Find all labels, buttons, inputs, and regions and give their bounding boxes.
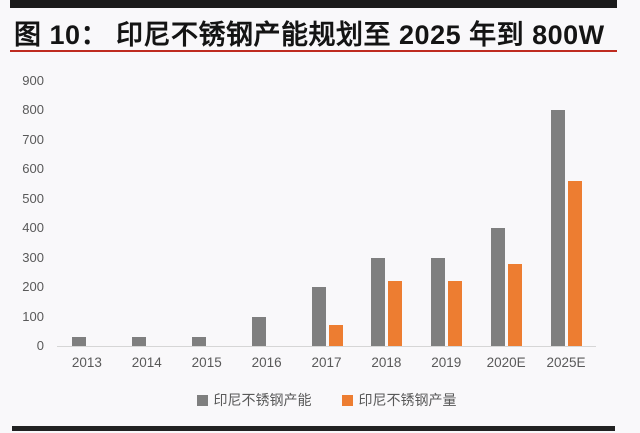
x-axis-label: 2019 bbox=[431, 355, 462, 370]
y-axis-tick-label: 300 bbox=[22, 249, 44, 265]
legend-marker-output bbox=[341, 394, 353, 406]
x-axis-label: 2014 bbox=[131, 355, 162, 370]
bar-capacity bbox=[371, 258, 385, 346]
legend-marker-capacity bbox=[196, 394, 208, 406]
y-axis-tick-label: 800 bbox=[22, 102, 44, 118]
bar-output bbox=[388, 281, 402, 346]
y-axis-tick-label: 900 bbox=[22, 73, 44, 88]
legend-label: 印尼不锈钢产量 bbox=[358, 392, 457, 408]
x-axis-label: 2020E bbox=[486, 355, 526, 370]
legend-label: 印尼不锈钢产能 bbox=[213, 392, 312, 408]
bar-output bbox=[329, 325, 343, 346]
bar-capacity bbox=[312, 287, 326, 346]
bar-capacity bbox=[132, 337, 146, 346]
bar-capacity bbox=[192, 337, 206, 346]
legend-item: 印尼不锈钢产量 bbox=[341, 390, 457, 410]
legend: 印尼不锈钢产能 印尼不锈钢产量 bbox=[57, 390, 596, 410]
legend-item: 印尼不锈钢产能 bbox=[196, 390, 312, 410]
figure-title: 图 10： 印尼不锈钢产能规划至 2025 年到 800W bbox=[14, 20, 605, 50]
bottom-border-bar bbox=[12, 426, 615, 431]
x-axis-label: 2013 bbox=[71, 355, 102, 370]
bar-output bbox=[448, 281, 462, 346]
bar-chart: 0 100 200 300 400 500 600 700 800 900 2013 2014 2015… bbox=[0, 56, 640, 426]
bar-capacity bbox=[252, 317, 266, 346]
y-axis-tick-label: 200 bbox=[22, 279, 44, 295]
bar-capacity bbox=[72, 337, 86, 346]
bar-output bbox=[508, 264, 522, 346]
bar-capacity bbox=[431, 258, 445, 346]
title-underline bbox=[10, 50, 617, 52]
y-axis-tick-label: 600 bbox=[22, 161, 44, 177]
x-axis-label: 2018 bbox=[371, 355, 402, 370]
top-border-bar bbox=[10, 0, 617, 8]
x-axis-label: 2025E bbox=[546, 355, 586, 370]
x-axis-line bbox=[57, 346, 596, 347]
x-axis-label: 2017 bbox=[311, 355, 342, 370]
y-axis-tick-label: 0 bbox=[36, 338, 44, 353]
bar-capacity bbox=[551, 110, 565, 346]
x-axis-label: 2015 bbox=[191, 355, 222, 370]
y-axis-tick-label: 500 bbox=[22, 190, 44, 206]
y-axis-tick-label: 400 bbox=[22, 220, 44, 236]
y-axis-tick-label: 100 bbox=[22, 308, 44, 324]
bar-capacity bbox=[491, 228, 505, 346]
bar-output bbox=[568, 181, 582, 346]
y-axis-tick-label: 700 bbox=[22, 131, 44, 147]
x-axis-label: 2016 bbox=[251, 355, 282, 370]
